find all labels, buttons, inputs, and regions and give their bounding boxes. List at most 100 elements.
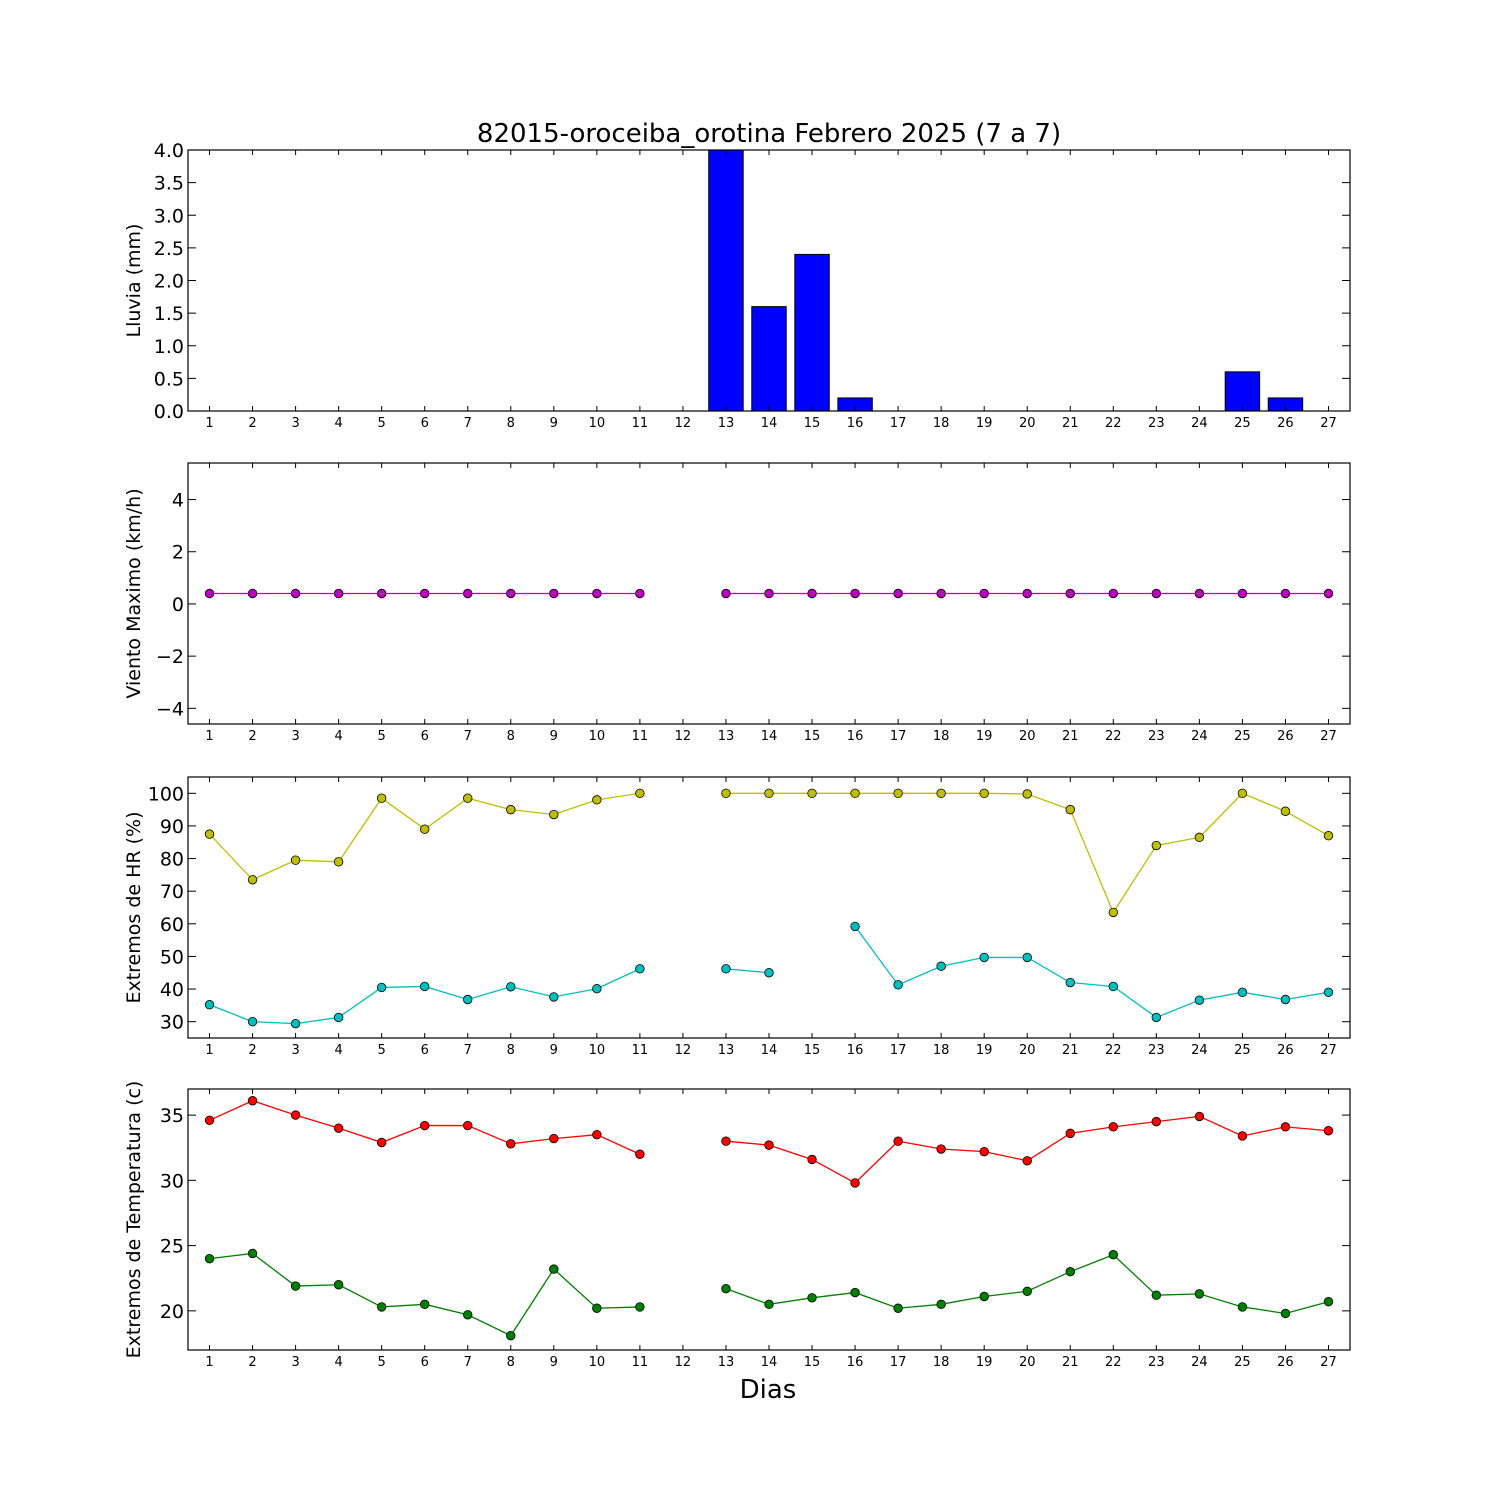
- x-tick-label: 26: [1277, 1043, 1294, 1058]
- data-point-day-20: [1022, 1286, 1032, 1296]
- data-point-day-3: [290, 1018, 301, 1029]
- x-tick-label: 16: [847, 729, 864, 744]
- y-tick-label: 1.5: [154, 303, 184, 325]
- x-tick-label: 24: [1191, 416, 1208, 431]
- x-tick-label: 9: [550, 416, 558, 431]
- data-point-day-22: [1108, 1250, 1118, 1260]
- x-tick-label: 2: [248, 729, 256, 744]
- x-tick-label: 19: [976, 1355, 993, 1370]
- y-tick-label: 30: [160, 1170, 184, 1192]
- x-tick-label: 13: [718, 416, 735, 431]
- y-tick-label: 2.5: [154, 238, 184, 260]
- data-point-day-21: [1065, 977, 1075, 988]
- data-point-day-15: [807, 1154, 817, 1165]
- x-tick-label: 27: [1320, 729, 1337, 744]
- x-tick-label: 1: [205, 1043, 213, 1058]
- x-tick-label: 18: [933, 1043, 950, 1058]
- y-tick-label: 35: [160, 1105, 184, 1127]
- data-point-day-21: [1065, 1266, 1075, 1277]
- data-point-day-3: [290, 1281, 301, 1291]
- x-tick-label: 5: [378, 1355, 386, 1370]
- x-tick-label: 24: [1191, 729, 1208, 744]
- data-point-day-3: [290, 588, 301, 599]
- x-tick-label: 11: [632, 1043, 649, 1058]
- x-tick-label: 26: [1277, 1355, 1294, 1370]
- data-point-day-4: [333, 588, 344, 599]
- data-point-day-27: [1323, 588, 1334, 599]
- x-tick-label: 21: [1062, 729, 1079, 744]
- rain-panel: 1 2 3 4 5 6 7 8 9 10 11 12 13 14 15 16 17 18 19 20 21 22 23 24 2…: [123, 140, 1351, 431]
- y-tick-label: 4: [172, 490, 184, 512]
- x-tick-label: 18: [933, 416, 950, 431]
- x-tick-label: 15: [804, 1043, 821, 1058]
- data-point-day-11: [635, 1149, 645, 1159]
- x-tick-label: 3: [291, 729, 299, 744]
- rain-bar-day-15: [794, 253, 830, 412]
- x-tick-label: 9: [550, 1355, 558, 1370]
- x-tick-label: 2: [248, 1355, 256, 1370]
- x-tick-label: 6: [421, 416, 429, 431]
- x-tick-label: 12: [675, 1043, 692, 1058]
- x-tick-label: 8: [507, 416, 515, 431]
- data-point-day-22: [1108, 1122, 1118, 1132]
- y-tick-label: 2.0: [154, 271, 184, 293]
- data-point-day-4: [333, 1012, 344, 1023]
- data-point-day-2: [247, 1016, 258, 1027]
- data-point-day-11: [635, 788, 645, 799]
- data-point-day-10: [592, 1303, 602, 1313]
- x-tick-label: 3: [291, 1355, 299, 1370]
- data-point-day-23: [1151, 840, 1162, 851]
- data-point-day-13: [721, 788, 731, 799]
- x-tick-label: 14: [761, 416, 778, 431]
- data-point-day-26: [1280, 1122, 1291, 1132]
- data-point-day-14: [764, 1140, 774, 1150]
- x-tick-label: 22: [1105, 1043, 1122, 1058]
- x-tick-label: 14: [761, 1043, 778, 1058]
- y-tick-label: 100: [148, 783, 184, 805]
- data-point-day-24: [1194, 832, 1205, 843]
- data-point-day-24: [1194, 995, 1205, 1005]
- data-point-day-24: [1194, 1289, 1205, 1299]
- x-tick-label: 3: [291, 416, 299, 431]
- humidity-panel-series-1: [204, 788, 1334, 918]
- data-point-day-4: [333, 857, 344, 867]
- data-point-day-20: [1022, 1156, 1032, 1166]
- x-tick-label: 27: [1320, 1355, 1337, 1370]
- data-point-day-5: [376, 588, 387, 599]
- data-point-day-1: [204, 829, 215, 839]
- x-tick-label: 4: [334, 1043, 342, 1058]
- x-tick-label: 23: [1148, 1355, 1165, 1370]
- data-point-day-11: [635, 964, 645, 974]
- data-point-day-19: [979, 588, 989, 599]
- panels-group: 1 2 3 4 5 6 7 8 9 10 11 12 13 14 15 16 17 18 19 20 21 22 23 24 2…: [123, 140, 1351, 1370]
- x-tick-label: 25: [1234, 416, 1251, 431]
- y-tick-label: 2: [172, 542, 184, 564]
- data-point-day-13: [721, 1136, 731, 1146]
- data-point-day-15: [807, 1293, 817, 1303]
- x-tick-label: 17: [890, 729, 907, 744]
- x-tick-label: 19: [976, 1043, 993, 1058]
- data-point-day-6: [420, 1120, 430, 1131]
- data-point-day-9: [549, 992, 559, 1002]
- x-tick-label: 1: [205, 416, 213, 431]
- x-tick-label: 20: [1019, 1043, 1036, 1058]
- data-point-day-17: [893, 788, 903, 799]
- data-point-day-13: [721, 588, 731, 599]
- data-point-day-18: [936, 1144, 946, 1154]
- data-point-day-5: [376, 982, 387, 993]
- x-tick-label: 19: [976, 416, 993, 431]
- data-point-day-13: [721, 964, 731, 974]
- x-tick-label: 14: [761, 729, 778, 744]
- x-tick-label: 10: [589, 416, 606, 431]
- data-point-day-20: [1022, 588, 1032, 599]
- data-point-day-7: [463, 1120, 473, 1131]
- x-tick-label: 15: [804, 416, 821, 431]
- x-tick-label: 16: [847, 1355, 864, 1370]
- data-point-day-16: [850, 588, 860, 599]
- data-point-day-3: [290, 855, 301, 865]
- y-tick-label: 0.5: [154, 368, 184, 390]
- y-tick-label: 50: [160, 946, 184, 968]
- data-point-day-11: [635, 588, 645, 599]
- rain-bar-day-13: [708, 149, 744, 412]
- temperature-panel-series-1: [204, 1096, 1334, 1188]
